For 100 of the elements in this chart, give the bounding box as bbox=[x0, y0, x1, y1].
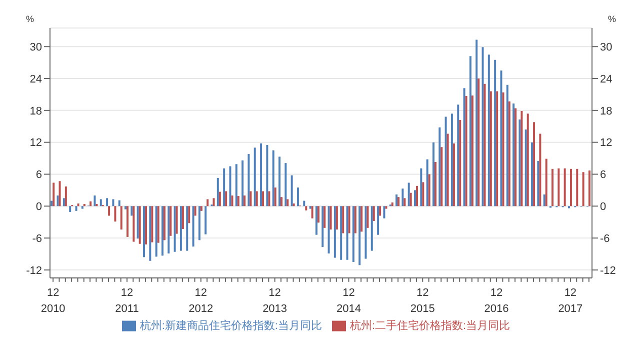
bar bbox=[260, 143, 262, 206]
bar bbox=[132, 206, 135, 242]
bar bbox=[334, 206, 336, 258]
bar bbox=[136, 206, 139, 239]
bar bbox=[151, 206, 154, 242]
bar bbox=[155, 206, 158, 257]
bar bbox=[478, 78, 480, 206]
bar bbox=[354, 206, 356, 234]
bar bbox=[346, 206, 348, 260]
bar bbox=[266, 144, 268, 206]
bar bbox=[482, 47, 484, 206]
bar bbox=[212, 198, 215, 206]
bar bbox=[254, 148, 256, 206]
bar bbox=[163, 206, 166, 240]
bar bbox=[576, 168, 578, 206]
bar bbox=[488, 54, 490, 206]
y-tick-label: -12 bbox=[26, 264, 42, 277]
bar bbox=[469, 56, 472, 206]
y-tick-label: 6 bbox=[36, 169, 42, 182]
bar bbox=[75, 206, 78, 211]
bar bbox=[372, 206, 375, 222]
bar bbox=[377, 206, 380, 235]
bar bbox=[280, 197, 282, 206]
bar bbox=[303, 200, 306, 206]
bar bbox=[225, 191, 228, 206]
x-tick-label: 12 2016 bbox=[484, 286, 509, 315]
bar bbox=[81, 206, 84, 209]
bar bbox=[157, 206, 160, 243]
bar bbox=[588, 170, 590, 206]
bar bbox=[452, 143, 455, 206]
bar bbox=[506, 84, 508, 206]
bar bbox=[438, 127, 441, 206]
bar bbox=[444, 116, 447, 206]
bar bbox=[366, 206, 369, 228]
bar bbox=[342, 206, 344, 234]
bar bbox=[174, 206, 176, 252]
bar bbox=[250, 191, 252, 206]
bar bbox=[248, 154, 250, 206]
bar bbox=[90, 201, 92, 206]
bar bbox=[186, 206, 188, 251]
bar bbox=[235, 164, 238, 206]
y-tick-label: 0 bbox=[36, 201, 42, 214]
bar bbox=[358, 206, 361, 266]
bar bbox=[531, 142, 534, 206]
bar bbox=[396, 194, 398, 206]
bar bbox=[50, 200, 53, 206]
bar bbox=[170, 206, 172, 236]
legend-label: 杭州:二手住宅价格指数:当月同比 bbox=[350, 320, 510, 332]
bar bbox=[311, 206, 314, 218]
bar bbox=[459, 120, 462, 206]
bar bbox=[161, 206, 164, 256]
bar bbox=[182, 206, 184, 229]
bar bbox=[502, 92, 504, 206]
bar bbox=[496, 91, 498, 206]
bar bbox=[268, 191, 270, 206]
y2-axis-title: % bbox=[608, 14, 616, 24]
bar bbox=[315, 206, 318, 235]
bar bbox=[290, 175, 293, 206]
y2-tick-label: -6 bbox=[600, 232, 610, 245]
bar bbox=[416, 186, 418, 206]
bar bbox=[364, 206, 367, 259]
bar bbox=[94, 195, 96, 206]
bar bbox=[216, 178, 219, 206]
bar bbox=[520, 110, 523, 206]
bar bbox=[206, 199, 209, 206]
bar bbox=[518, 119, 521, 206]
bar bbox=[352, 206, 354, 262]
bar bbox=[526, 114, 529, 206]
bar bbox=[200, 206, 202, 211]
bar bbox=[58, 181, 61, 206]
bar bbox=[383, 206, 386, 218]
y-tick-label: 24 bbox=[30, 73, 42, 86]
bar bbox=[330, 206, 332, 230]
bar bbox=[188, 206, 190, 224]
bar bbox=[398, 197, 400, 206]
y2-tick-label: 0 bbox=[600, 201, 606, 214]
bar bbox=[244, 195, 246, 206]
bar bbox=[100, 199, 102, 206]
bar bbox=[440, 147, 443, 206]
bar bbox=[114, 206, 116, 222]
bar bbox=[450, 114, 453, 206]
bar bbox=[432, 142, 434, 206]
bar bbox=[223, 168, 226, 206]
bar bbox=[543, 194, 546, 206]
bar bbox=[512, 104, 515, 206]
legend-label: 杭州:新建商品住宅价格指数:当月同比 bbox=[140, 320, 322, 332]
bar bbox=[537, 160, 540, 206]
bar bbox=[126, 206, 129, 237]
bar bbox=[130, 206, 133, 216]
bar bbox=[317, 206, 320, 223]
bar bbox=[180, 206, 182, 251]
bar bbox=[242, 160, 244, 206]
bar bbox=[272, 150, 274, 206]
bar bbox=[404, 198, 406, 206]
y2-tick-label: 18 bbox=[600, 105, 612, 118]
bar bbox=[490, 91, 492, 206]
bar bbox=[426, 159, 428, 206]
bar bbox=[149, 206, 152, 261]
bar bbox=[274, 188, 276, 206]
bar bbox=[446, 134, 449, 206]
